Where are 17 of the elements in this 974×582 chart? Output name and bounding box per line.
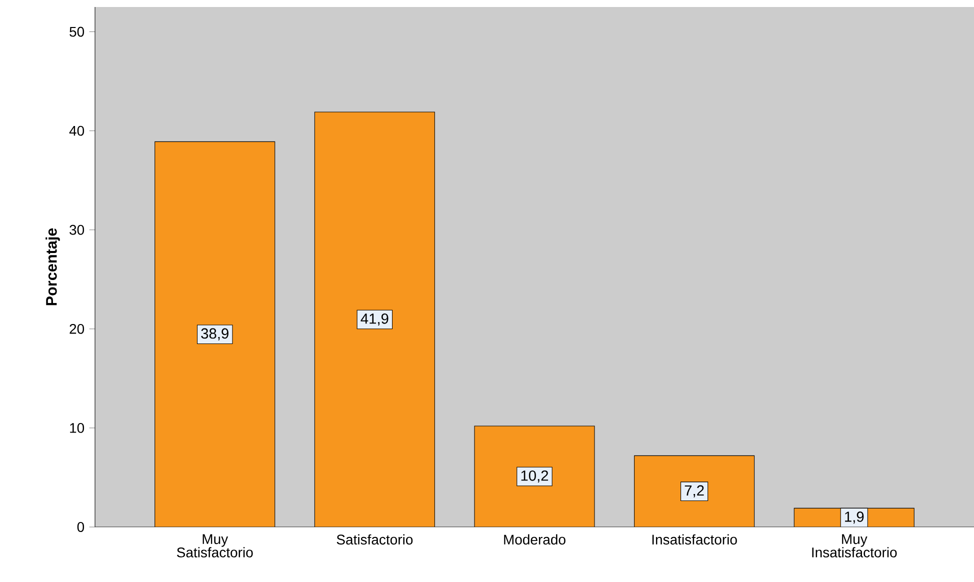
y-tick-label: 30 — [70, 224, 84, 235]
x-tick-label: Muy Satisfactorio — [176, 534, 253, 558]
y-tick-label: 10 — [70, 423, 84, 433]
x-tick-label: Moderado — [504, 534, 566, 545]
y-tick-label: 40 — [69, 126, 84, 136]
data-label: 1,9 — [845, 512, 864, 524]
x-tick-label: Insatisfactorio — [652, 534, 737, 545]
data-label: 41,9 — [360, 313, 388, 326]
data-label: 10,2 — [521, 470, 548, 483]
data-label: 7,2 — [684, 485, 704, 498]
y-axis-title: Porcentaje — [46, 228, 60, 306]
x-tick-label: Muy Insatisfactorio — [812, 534, 897, 558]
y-tick-label: 20 — [70, 324, 84, 334]
y-tick-label: 50 — [70, 26, 84, 37]
data-label: 38,9 — [201, 328, 228, 340]
y-tick-label: 0 — [77, 522, 84, 532]
x-tick-label: Satisfactorio — [336, 534, 413, 545]
